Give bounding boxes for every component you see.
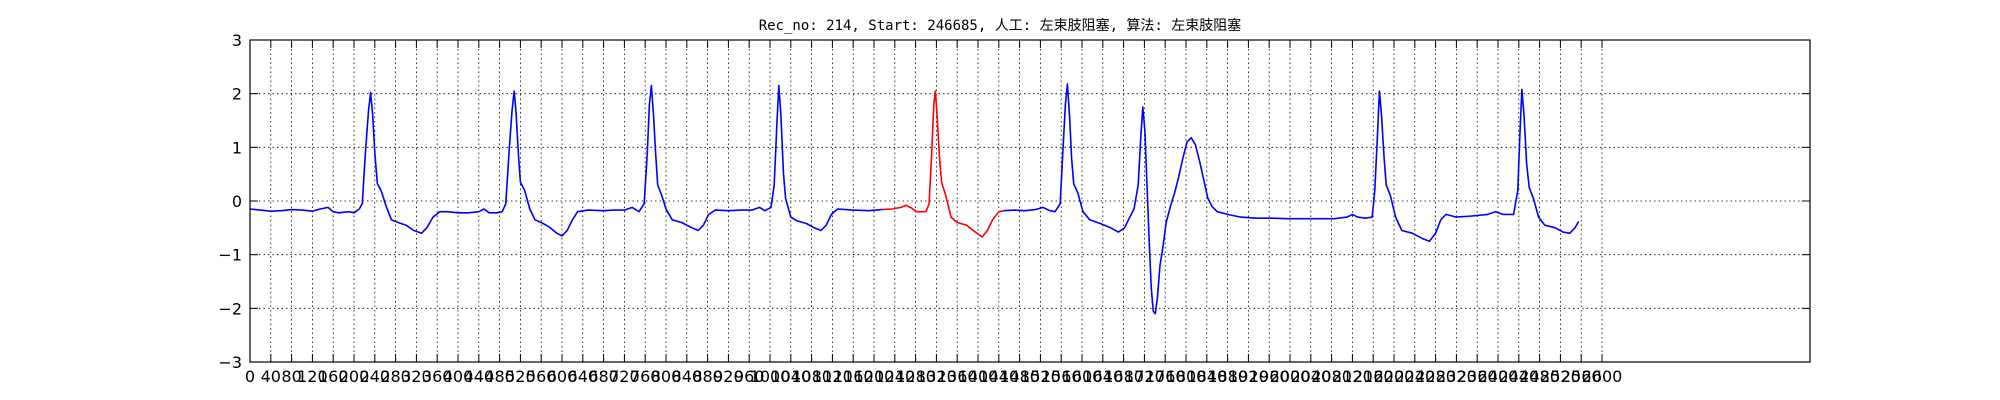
y-axis: −3 −2 −1 0 1 2 3: [218, 31, 1810, 372]
x-tick-label: 2400: [1478, 367, 1519, 386]
x-tick-label: 1040: [770, 367, 811, 386]
x-axis: 0 40 8012016020024028032036040044048052056…: [245, 40, 1622, 386]
x-tick-label: 760: [630, 367, 661, 386]
x-tick-label: 2600: [1582, 367, 1623, 386]
x-tick-label: 440: [464, 367, 495, 386]
x-tick-label: 880: [692, 367, 723, 386]
y-tick-label: −2: [218, 299, 242, 318]
chart-title: Rec_no: 214, Start: 246685, 人工: 左束肢阻塞, 算…: [759, 17, 1242, 34]
x-tick-label: 200: [339, 367, 370, 386]
x-tick-label: 1680: [1103, 367, 1144, 386]
x-tick-label: 1640: [1082, 367, 1123, 386]
x-tick-label: 1160: [833, 367, 874, 386]
x-tick-label: 1480: [999, 367, 1040, 386]
x-tick-label: 2160: [1353, 367, 1394, 386]
x-tick-label: 1920: [1228, 367, 1269, 386]
series-line-2: [881, 90, 1005, 238]
x-tick-label: 2000: [1270, 367, 1311, 386]
x-tick-label: 1440: [978, 367, 1019, 386]
x-tick-label: 400: [443, 367, 474, 386]
x-tick-label: 80: [281, 367, 301, 386]
y-tick-label: −1: [218, 246, 242, 265]
x-tick-label: 1240: [874, 367, 915, 386]
x-tick-label: 720: [609, 367, 640, 386]
x-tick-label: 1560: [1041, 367, 1082, 386]
x-tick-label: 1200: [854, 367, 895, 386]
x-tick-label: 2320: [1436, 367, 1477, 386]
x-tick-label: 1360: [937, 367, 978, 386]
x-tick-label: 1600: [1062, 367, 1103, 386]
x-tick-label: 960: [734, 367, 765, 386]
x-tick-label: 1520: [1020, 367, 1061, 386]
x-tick-label: 1880: [1207, 367, 1248, 386]
grid: [250, 40, 1810, 362]
x-tick-label: 2440: [1498, 367, 1539, 386]
x-tick-label: 840: [672, 367, 703, 386]
x-tick-label: 520: [505, 367, 536, 386]
x-tick-label: 1800: [1166, 367, 1207, 386]
x-tick-label: 2080: [1311, 367, 1352, 386]
x-tick-label: 2280: [1415, 367, 1456, 386]
x-tick-label: 0: [245, 367, 255, 386]
y-tick-label: 0: [232, 192, 242, 211]
x-tick-label: 1080: [791, 367, 832, 386]
x-tick-label: 1720: [1124, 367, 1165, 386]
x-tick-label: 360: [422, 367, 453, 386]
x-tick-label: 2120: [1332, 367, 1373, 386]
y-tick-label: −3: [218, 353, 242, 372]
x-tick-label: 1120: [812, 367, 853, 386]
x-tick-label: 2240: [1394, 367, 1435, 386]
x-tick-label: 1400: [958, 367, 999, 386]
x-tick-label: 680: [588, 367, 619, 386]
x-tick-label: 480: [484, 367, 515, 386]
x-tick-label: 240: [360, 367, 391, 386]
x-tick-label: 40: [261, 367, 281, 386]
x-tick-label: 2480: [1519, 367, 1560, 386]
x-tick-label: 1320: [916, 367, 957, 386]
series-line-3: [1003, 83, 1580, 315]
x-tick-label: 1280: [895, 367, 936, 386]
x-tick-label: 1760: [1145, 367, 1186, 386]
x-tick-label: 2520: [1540, 367, 1581, 386]
x-tick-label: 600: [547, 367, 578, 386]
x-tick-label: 280: [380, 367, 411, 386]
x-tick-label: 1840: [1186, 367, 1227, 386]
x-tick-label: 120: [297, 367, 328, 386]
x-tick-label: 1000: [750, 367, 791, 386]
y-tick-label: 2: [232, 85, 242, 104]
x-tick-label: 160: [318, 367, 349, 386]
x-tick-label: 640: [568, 367, 599, 386]
series-group: [249, 83, 1580, 315]
x-tick-label: 2040: [1290, 367, 1331, 386]
x-tick-label: 320: [401, 367, 432, 386]
x-tick-label: 2200: [1374, 367, 1415, 386]
x-tick-label: 560: [526, 367, 557, 386]
y-tick-label: 3: [232, 31, 242, 50]
x-tick-label: 920: [713, 367, 744, 386]
x-tick-label: 2360: [1457, 367, 1498, 386]
y-tick-label: 1: [232, 138, 242, 157]
x-tick-label: 1960: [1249, 367, 1290, 386]
x-tick-label: 2560: [1561, 367, 1602, 386]
x-tick-label: 800: [651, 367, 682, 386]
series-line-1: [249, 84, 882, 237]
